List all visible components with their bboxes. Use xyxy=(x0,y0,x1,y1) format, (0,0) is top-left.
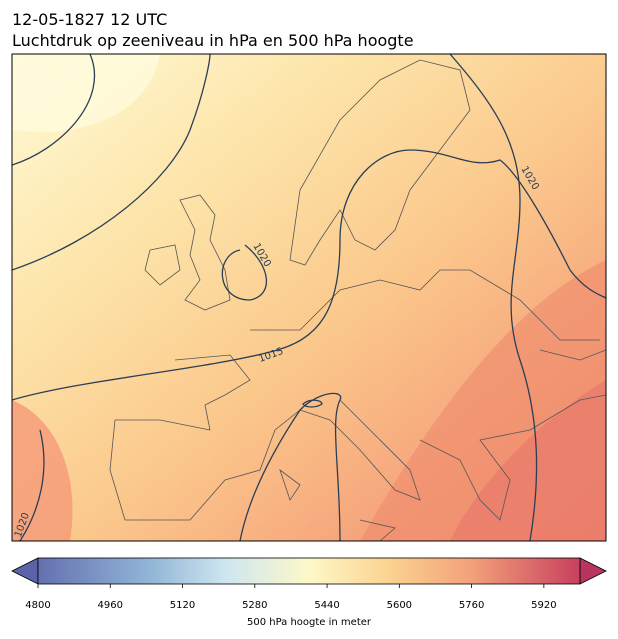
colorbar-tick-label: 5760 xyxy=(459,600,484,611)
isobars xyxy=(12,54,606,541)
colorbar-tick-label: 5440 xyxy=(314,600,339,611)
colorbar-tick-label: 5600 xyxy=(387,600,412,611)
map xyxy=(12,54,606,541)
colorbar-tick-label: 5920 xyxy=(531,600,556,611)
colorbar-tick-label: 4960 xyxy=(98,600,123,611)
coastlines xyxy=(109,59,606,541)
colorbar-tick-label: 5280 xyxy=(242,600,267,611)
colorbar-label: 500 hPa hoogte in meter xyxy=(247,617,372,628)
height-band xyxy=(12,54,160,132)
colorbar-extend-high xyxy=(579,557,607,585)
map-frame xyxy=(11,53,607,542)
title-line2: Luchtdruk op zeeniveau in hPa en 500 hPa… xyxy=(12,31,414,50)
colorbar-extend-low xyxy=(11,557,39,585)
colorbar-tick-label: 4800 xyxy=(25,600,50,611)
height-band xyxy=(12,400,73,541)
colorbar-tick-label: 5120 xyxy=(170,600,195,611)
height-band xyxy=(450,380,606,541)
title-line1: 12-05-1827 12 UTC xyxy=(12,10,167,29)
colorbar xyxy=(11,557,607,585)
colorbar-body xyxy=(37,557,581,585)
